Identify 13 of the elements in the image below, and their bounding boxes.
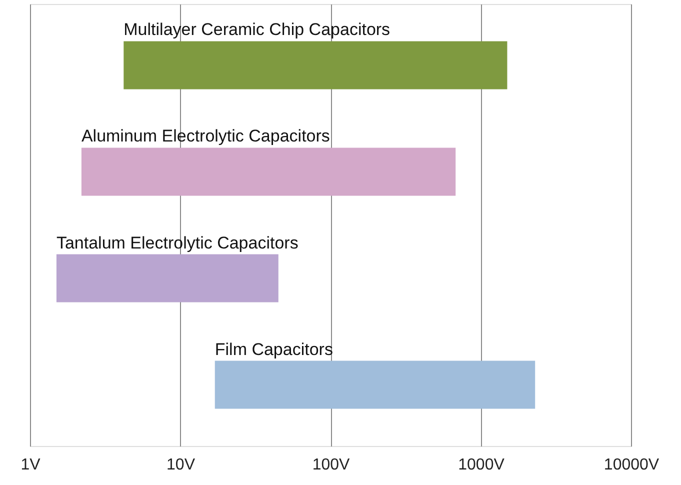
y-tick-label: Tantalum Electrolytic Capacitors: [56, 233, 298, 252]
bar: [56, 254, 278, 302]
y-tick-label: Multilayer Ceramic Chip Capacitors: [124, 20, 390, 40]
x-tick-label: 100V: [312, 456, 350, 474]
x-tick-label: 10V: [166, 456, 196, 474]
y-tick-label: Film Capacitors: [214, 340, 333, 359]
bar: [214, 360, 536, 409]
y-tick-label: Aluminum Electrolytic Capacitors: [81, 126, 330, 146]
x-tick-label: 1V: [20, 456, 41, 474]
x-tick-label: 1000V: [458, 456, 505, 474]
bar: [81, 148, 456, 196]
x-tick-label: 10000V: [604, 456, 660, 474]
bar: [124, 41, 508, 90]
